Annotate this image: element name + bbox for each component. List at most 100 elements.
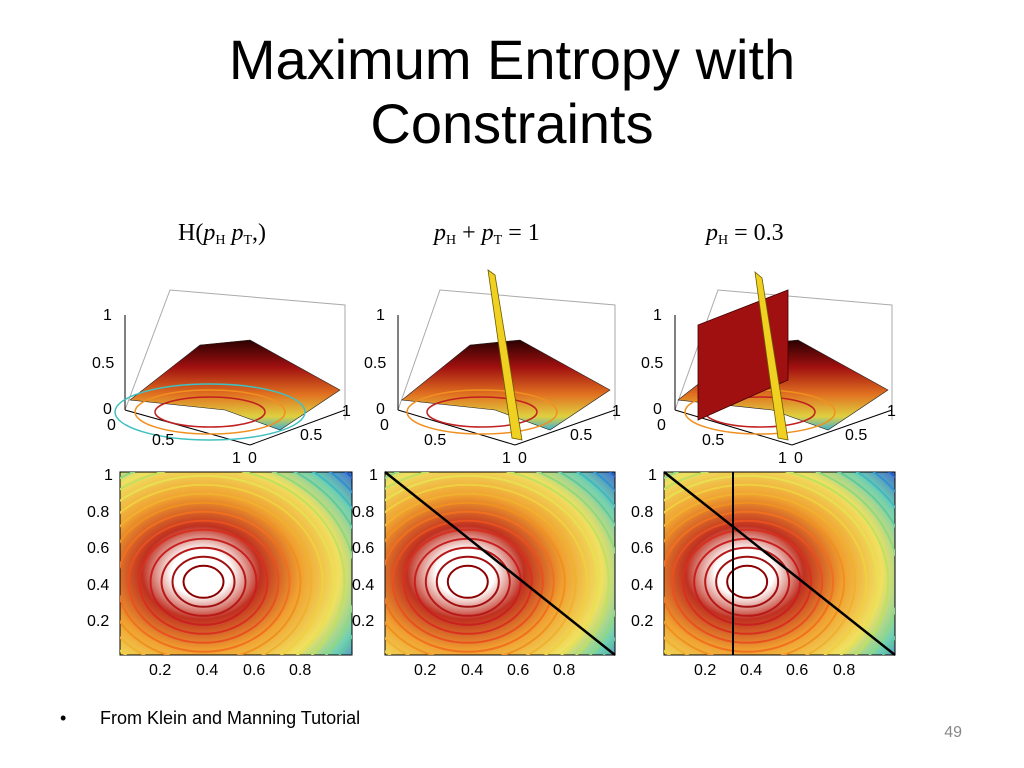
contour-ring [120, 483, 324, 655]
c1-y-tick-06: 0.6 [87, 540, 109, 557]
constraint-line-sum-3 [663, 471, 896, 656]
constraint-line-sum [384, 471, 616, 656]
surf1-z-tick-1: 1 [103, 307, 112, 324]
c3-y-tick-1: 1 [648, 467, 657, 484]
contour-ring [120, 472, 346, 655]
contour-ring [120, 501, 302, 655]
surf2-x-tick-05: 0.5 [424, 432, 446, 449]
surf2-y-tick-1: 1 [612, 403, 621, 420]
surf1-z-tick-05: 0.5 [92, 355, 114, 372]
contour1-ticks: 1 0.8 0.6 0.4 0.2 0.2 0.4 0.6 0.8 [87, 467, 311, 679]
constraint-plane-sum [487, 269, 523, 441]
c3-x-tick-06: 0.6 [786, 662, 808, 679]
bullet-text: From Klein and Manning Tutorial [100, 708, 361, 728]
contour-ring [160, 546, 247, 617]
contour-ring [726, 564, 769, 599]
contour-ring [671, 519, 824, 644]
panel-title-entropy: H(pH pT,) [178, 220, 267, 248]
surf2-y-tick-05: 0.5 [570, 427, 592, 444]
surf3-x-tick-0: 0 [657, 417, 666, 434]
contour-plot-2 [384, 471, 616, 656]
surf3-z-tick-0: 0 [653, 401, 662, 418]
contour-ring [385, 472, 610, 655]
contour-ring [171, 555, 236, 608]
c3-y-tick-06: 0.6 [631, 540, 653, 557]
c1-x-tick-08: 0.8 [289, 662, 311, 679]
surf2-z-tick-1: 1 [376, 307, 385, 324]
contour-ring [446, 564, 489, 599]
surface-plot-3: 1 0.5 0 0 0.5 1 0 0.5 1 [641, 271, 896, 467]
contour-ring [664, 472, 890, 655]
surf3-z-tick-05: 0.5 [641, 355, 663, 372]
surf2-x-tick-0: 0 [380, 417, 389, 434]
c2-y-tick-06: 0.6 [352, 540, 374, 557]
surf1-y-tick-05: 0.5 [300, 427, 322, 444]
contour-ring [391, 519, 544, 644]
contour-ring [182, 564, 225, 599]
surf3-x-tick-1: 1 [778, 450, 787, 467]
slide-title: Maximum Entropy with Constraints [0, 28, 1024, 156]
contour-ring [682, 528, 813, 635]
c2-y-tick-08: 0.8 [352, 504, 374, 521]
surface-plot-1: 1 0.5 0 0 0.5 1 0 0.5 1 [92, 289, 351, 467]
surf3-y-tick-0: 0 [794, 450, 803, 467]
contour-ring [385, 501, 566, 655]
contour-ring [715, 555, 780, 608]
c1-y-tick-08: 0.8 [87, 504, 109, 521]
surf1-x-tick-0: 0 [107, 417, 116, 434]
c1-y-tick-1: 1 [104, 467, 113, 484]
contour-ring [664, 501, 846, 655]
contour-ring [664, 474, 879, 655]
surf1-z-tick-0: 0 [103, 401, 112, 418]
panel-title-ph-constraint: pH = 0.3 [706, 220, 784, 248]
surf2-z-tick-05: 0.5 [364, 355, 386, 372]
c3-x-tick-08: 0.8 [833, 662, 855, 679]
surf3-y-tick-1: 1 [887, 403, 896, 420]
surf2-x-tick-1: 1 [502, 450, 511, 467]
c2-x-tick-08: 0.8 [553, 662, 575, 679]
c1-x-tick-06: 0.6 [243, 662, 265, 679]
contour2-ticks: 1 0.8 0.6 0.4 0.2 0.2 0.4 0.6 0.8 [352, 467, 575, 679]
c1-y-tick-04: 0.4 [87, 577, 109, 594]
c2-y-tick-1: 1 [369, 467, 378, 484]
contour-ring [664, 510, 835, 653]
contour-ring [120, 474, 335, 655]
panel-title-sum-constraint: pH + pT = 1 [434, 220, 540, 248]
surf2-z-tick-0: 0 [376, 401, 385, 418]
surf3-x-tick-05: 0.5 [702, 432, 724, 449]
page-number: 49 [944, 724, 962, 741]
contour-ring [120, 492, 313, 655]
contour-ring [385, 483, 588, 655]
title-line-2: Constraints [370, 92, 654, 155]
c2-y-tick-02: 0.2 [352, 613, 374, 630]
surf1-y-tick-0: 0 [248, 450, 257, 467]
contour-ring [149, 537, 258, 626]
c3-x-tick-04: 0.4 [740, 662, 762, 679]
contour-ring [664, 483, 868, 655]
contour-ring [138, 528, 269, 635]
contour-ring [385, 492, 577, 655]
surf1-y-tick-1: 1 [342, 403, 351, 420]
contour-plot-3 [663, 471, 896, 656]
c3-y-tick-04: 0.4 [631, 577, 653, 594]
contour-ring [435, 555, 500, 608]
c3-y-tick-08: 0.8 [631, 504, 653, 521]
bullet-icon: • [60, 708, 67, 728]
surf2-y-tick-0: 0 [518, 450, 527, 467]
constraint-plane-sum-3 [754, 271, 789, 441]
contour-ring [704, 546, 791, 617]
contour3-ticks: 1 0.8 0.6 0.4 0.2 0.2 0.4 0.6 0.8 [631, 467, 855, 679]
contour-ring [385, 510, 555, 653]
c3-y-tick-02: 0.2 [631, 613, 653, 630]
surf1-x-tick-05: 0.5 [152, 432, 174, 449]
surf3-z-tick-1: 1 [653, 307, 662, 324]
c2-x-tick-06: 0.6 [507, 662, 529, 679]
surf1-x-tick-1: 1 [232, 450, 241, 467]
title-line-1: Maximum Entropy with [228, 28, 796, 91]
c1-x-tick-04: 0.4 [196, 662, 218, 679]
surf3-y-tick-05: 0.5 [845, 427, 867, 444]
contour-ring [120, 510, 291, 653]
contour-plot-1 [119, 471, 353, 656]
contour-ring [664, 492, 857, 655]
